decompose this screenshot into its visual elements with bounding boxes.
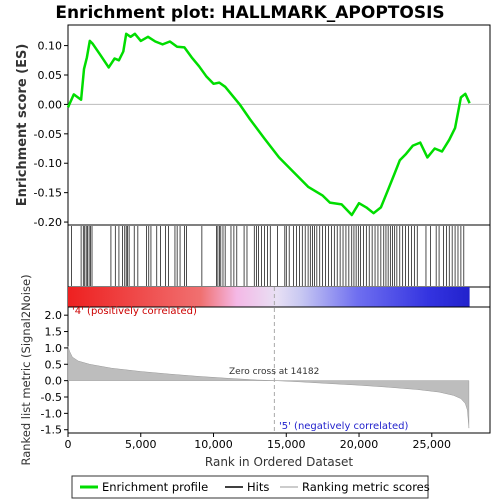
legend-item: Ranking metric scores — [280, 480, 430, 494]
metric-y-tick-label: 2.0 — [45, 309, 63, 322]
rank-gradient-bar — [68, 287, 470, 307]
x-tick-label: 0 — [65, 438, 72, 451]
x-tick-label: 15,000 — [267, 438, 306, 451]
es-y-axis-label: Enrichment score (ES) — [15, 44, 30, 207]
es-plot-area — [67, 24, 491, 226]
x-tick-label: 20,000 — [340, 438, 379, 451]
hits-markers — [71, 226, 465, 286]
es-y-tick-label: 0.00 — [38, 98, 63, 111]
zero-cross-label: Zero cross at 14182 — [229, 367, 319, 377]
es-y-tick-label: 0.05 — [38, 69, 63, 82]
hits-panel — [67, 224, 491, 288]
es-y-tick-label: -0.05 — [34, 128, 62, 141]
metric-x-axis: 0 5,000 10,000 15,000 20,000 25,000 — [65, 433, 452, 451]
metric-y-tick-label: 1.0 — [45, 342, 63, 355]
metric-y-tick-label: 1.5 — [45, 326, 63, 339]
x-tick-label: 5,000 — [125, 438, 157, 451]
x-axis-label: Rank in Ordered Dataset — [205, 455, 353, 469]
legend-label: Enrichment profile — [102, 480, 208, 494]
metric-y-axis: 2.0 1.5 1.0 0.5 0.0 -0.5 -1.0 -1.5 — [41, 309, 68, 437]
legend-label: Ranking metric scores — [302, 480, 430, 494]
chart-title: Enrichment plot: HALLMARK_APOPTOSIS — [55, 3, 444, 23]
ranking-metric-area — [67, 346, 470, 429]
enrichment-profile-line — [66, 32, 471, 217]
metric-y-tick-label: 0.0 — [45, 375, 63, 388]
metric-y-tick-label: -0.5 — [41, 391, 62, 404]
es-y-tick-label: 0.10 — [38, 40, 63, 53]
x-tick-label: 25,000 — [413, 438, 452, 451]
legend-item: Hits — [225, 480, 269, 494]
metric-y-tick-label: -1.5 — [41, 424, 62, 437]
es-y-tick-label: -0.20 — [34, 216, 62, 229]
metric-plot-area — [67, 306, 491, 434]
es-y-tick-label: -0.15 — [34, 187, 62, 200]
legend-box — [71, 475, 429, 499]
metric-y-tick-label: -1.0 — [41, 407, 62, 420]
x-tick-label: 10,000 — [194, 438, 233, 451]
es-y-tick-label: -0.10 — [34, 157, 62, 170]
legend-label: Hits — [247, 480, 269, 494]
metric-y-tick-label: 0.5 — [45, 358, 63, 371]
legend-item: Enrichment profile — [80, 480, 208, 494]
es-y-axis: 0.10 0.05 0.00 -0.05 -0.10 -0.15 -0.20 — [34, 40, 68, 229]
positive-correlation-label: '4' (positively correlated) — [72, 306, 197, 317]
metric-y-axis-label: Ranked list metric (Signal2Noise) — [19, 274, 33, 465]
legend: Enrichment profile Hits Ranking metric sco… — [80, 480, 430, 494]
negative-correlation-label: '5' (negatively correlated) — [279, 421, 408, 432]
